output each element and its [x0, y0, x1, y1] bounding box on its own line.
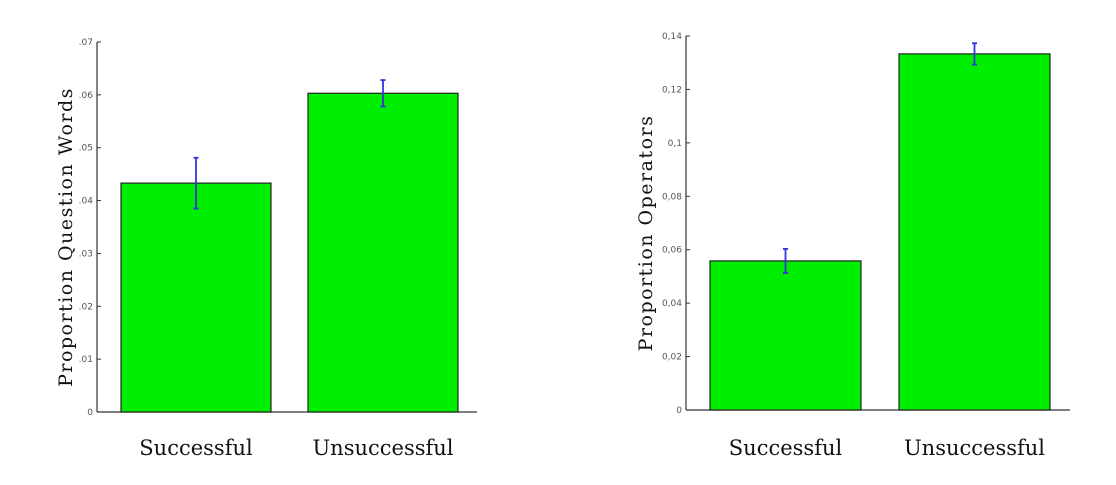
- y-tick-label: .06: [79, 91, 94, 101]
- category-label: Unsuccessful: [904, 436, 1045, 460]
- y-tick-label: 0: [87, 408, 93, 418]
- y-tick-label: 0,04: [662, 299, 682, 309]
- category-label: Successful: [139, 436, 253, 460]
- chart-operators: 0 0,02 0,04 0,06 0,08 0,1 0,12 0,14 Successful Un…: [635, 32, 1070, 460]
- y-tick-label: .07: [79, 38, 93, 48]
- y-tick-label: .02: [79, 302, 93, 312]
- y-tick-label: 0,12: [662, 85, 682, 95]
- chart-question-words: 0 .01 .02 .03 .04 .05 .06 .07 Successful Unsucces…: [55, 38, 477, 460]
- y-tick-label: 0,14: [662, 32, 682, 42]
- bar-unsuccessful: [307, 92, 459, 413]
- y-tick-label: 0,1: [668, 139, 682, 149]
- bar-unsuccessful: [898, 53, 1051, 411]
- bar-successful: [120, 182, 272, 413]
- y-tick-label: 0: [676, 406, 682, 416]
- y-axis-title: Proportion Question Words: [55, 87, 77, 387]
- y-tick-label: .04: [79, 197, 94, 207]
- y-tick-label: .03: [79, 249, 93, 259]
- y-tick-label: .01: [79, 355, 93, 365]
- y-tick-label: 0,06: [662, 246, 682, 256]
- category-label: Unsuccessful: [312, 436, 453, 460]
- y-tick-label: 0,02: [662, 353, 682, 363]
- y-tick-label: 0,08: [662, 192, 682, 202]
- y-tick-label: .05: [79, 144, 93, 154]
- category-label: Successful: [729, 436, 843, 460]
- y-axis-title: Proportion Operators: [635, 115, 657, 352]
- bar-successful: [709, 260, 862, 411]
